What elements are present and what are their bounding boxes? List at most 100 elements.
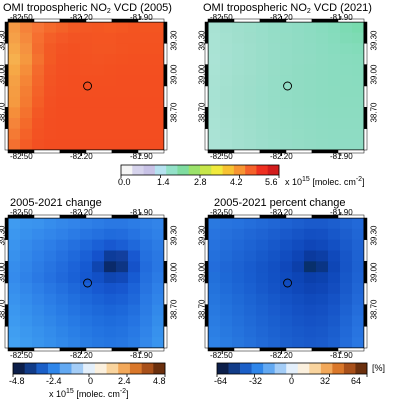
map-cell bbox=[128, 139, 141, 151]
map-cell bbox=[208, 272, 221, 284]
map-cell bbox=[128, 107, 141, 119]
map-cell bbox=[20, 218, 33, 230]
map-cell bbox=[140, 283, 153, 295]
map-cell bbox=[316, 293, 329, 306]
map-cell bbox=[244, 64, 257, 76]
map-cell bbox=[256, 261, 269, 273]
map-cell bbox=[340, 86, 353, 98]
map-cell bbox=[32, 315, 45, 327]
colorbar-swatch bbox=[141, 363, 154, 374]
map-cell bbox=[56, 337, 69, 349]
map-cell bbox=[128, 22, 141, 34]
map-cell bbox=[32, 107, 45, 119]
panel-title-2005-subscript: 2 bbox=[106, 8, 111, 15]
colorbar-swatch bbox=[177, 165, 190, 175]
map-cell bbox=[244, 261, 257, 273]
map-cell bbox=[232, 250, 245, 262]
colorbar-vcd-tick: 1.4 bbox=[157, 177, 170, 187]
map-cell bbox=[152, 43, 165, 55]
map-cell bbox=[68, 96, 81, 108]
colorbar-change-unit: x 1015 [molec. cm-2] bbox=[49, 388, 129, 401]
map-cell bbox=[104, 54, 117, 66]
map-cell bbox=[244, 96, 257, 108]
lon-tick-bottom: -82.20 bbox=[70, 351, 93, 360]
colorbar-swatch bbox=[121, 165, 133, 175]
map-cell bbox=[340, 239, 353, 251]
lon-tick-bottom: -81.90 bbox=[130, 351, 153, 360]
map-cell bbox=[208, 315, 221, 327]
colorbar-swatch bbox=[309, 363, 322, 374]
map-cell bbox=[232, 315, 245, 327]
map-cell bbox=[116, 43, 129, 55]
map-cell bbox=[208, 218, 221, 230]
map-cell bbox=[328, 86, 341, 98]
map-cell bbox=[116, 64, 129, 76]
map-cell bbox=[304, 239, 317, 251]
map-cell bbox=[292, 86, 305, 98]
map-cell bbox=[268, 218, 281, 230]
map-cell bbox=[116, 139, 129, 151]
map-cell bbox=[104, 315, 117, 327]
map-cell bbox=[20, 139, 33, 151]
map-cell bbox=[232, 261, 245, 273]
map-cell bbox=[352, 118, 365, 130]
map-cell bbox=[80, 139, 93, 151]
frame-segment-left bbox=[204, 326, 209, 349]
colorbar-change-unit-middle: [molec. cm bbox=[73, 389, 120, 399]
map-cell bbox=[128, 337, 141, 349]
map-cell bbox=[268, 118, 281, 130]
map-cell bbox=[340, 315, 353, 327]
map-cell bbox=[20, 315, 33, 327]
map-cell bbox=[328, 250, 341, 262]
map-cell bbox=[256, 118, 269, 130]
colorbar-swatch bbox=[286, 363, 299, 374]
map-cell bbox=[352, 54, 365, 66]
colorbar-swatch bbox=[188, 165, 201, 175]
lon-tick-bottom: -82.50 bbox=[210, 152, 233, 161]
map-cell bbox=[328, 128, 341, 140]
site-marker-circle-icon bbox=[283, 81, 293, 91]
map-cell bbox=[292, 64, 305, 76]
map-cell bbox=[244, 218, 257, 230]
map-cell bbox=[208, 22, 221, 34]
map-cell bbox=[140, 128, 153, 140]
map-cell bbox=[208, 326, 221, 338]
map-cell bbox=[56, 261, 69, 273]
map-cell bbox=[280, 218, 293, 230]
map-cell bbox=[56, 283, 69, 295]
map-cell bbox=[116, 315, 129, 327]
lon-tick-bottom: -81.90 bbox=[330, 152, 353, 161]
map-cell bbox=[352, 75, 365, 87]
map-cell bbox=[140, 218, 153, 230]
map-cell bbox=[152, 86, 165, 98]
map-cell bbox=[232, 326, 245, 338]
map-cell bbox=[292, 43, 305, 55]
map-cell bbox=[232, 283, 245, 295]
map-cell bbox=[352, 86, 365, 98]
colorbar-swatch bbox=[251, 363, 264, 374]
map-cell bbox=[352, 239, 365, 251]
lon-tick-top: -82.50 bbox=[210, 208, 233, 217]
map-cell bbox=[116, 304, 129, 316]
map-cell bbox=[44, 250, 57, 262]
map-cell bbox=[116, 96, 129, 108]
map-cell bbox=[304, 261, 317, 273]
map-cell bbox=[140, 293, 153, 306]
map-cell bbox=[244, 228, 257, 241]
map-cell bbox=[104, 139, 117, 151]
map-cell bbox=[116, 337, 129, 349]
frame-segment-bottom bbox=[137, 149, 165, 154]
map-cell bbox=[32, 218, 45, 230]
map-cell bbox=[152, 337, 165, 349]
map-cell bbox=[256, 228, 269, 241]
map-cell bbox=[92, 272, 105, 284]
map-cell bbox=[116, 54, 129, 66]
map-cell bbox=[292, 75, 305, 87]
map-cell bbox=[340, 326, 353, 338]
map-cell bbox=[20, 64, 33, 76]
colorbar-swatch bbox=[228, 363, 241, 374]
map-cell bbox=[80, 293, 93, 306]
map-cell bbox=[208, 96, 221, 108]
map-cell bbox=[128, 315, 141, 327]
colorbar-change-unit-exponent: 15 bbox=[66, 388, 74, 395]
